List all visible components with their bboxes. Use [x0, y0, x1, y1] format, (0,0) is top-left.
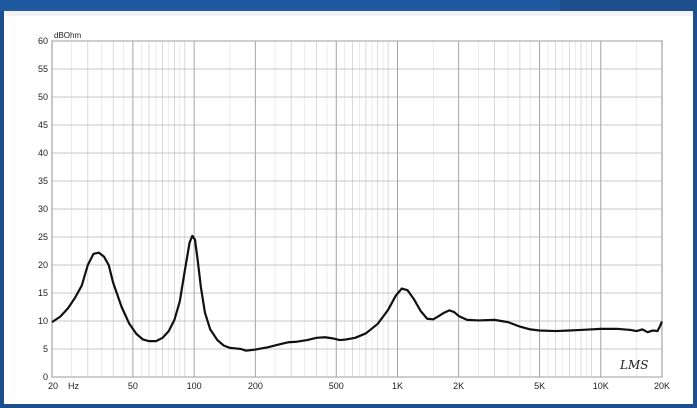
y-tick-label: 45: [38, 120, 48, 130]
x-tick-label: 100: [187, 381, 202, 391]
x-tick-label: 10K: [593, 381, 609, 391]
y-tick-label: 40: [38, 148, 48, 158]
grid-major: [52, 40, 662, 378]
title-bar: [0, 0, 697, 11]
x-tick-label: 1K: [392, 381, 403, 391]
y-tick-label: 55: [38, 64, 48, 74]
y-tick-label: 20: [38, 260, 48, 270]
x-tick-label: 50: [128, 381, 138, 391]
x-tick-label: 20: [48, 381, 58, 391]
y-tick-label: 50: [38, 92, 48, 102]
y-tick-label: 15: [38, 288, 48, 298]
x-tick-labels: 20 50 100 200 500 1K 2K 5K 10K 20K: [48, 381, 670, 391]
x-tick-label: 200: [248, 381, 263, 391]
x-tick-label: 2K: [453, 381, 464, 391]
lms-logo: LMS: [619, 358, 648, 372]
y-tick-label: 25: [38, 232, 48, 242]
title-bar-tab: [0, 0, 560, 11]
y-tick-label: 30: [38, 204, 48, 214]
x-tick-label: 20K: [654, 381, 670, 391]
x-tick-label: 500: [329, 381, 344, 391]
x-axis-unit: Hz: [68, 381, 79, 391]
impedance-curve: [51, 234, 664, 352]
y-tick-label: 60: [38, 36, 48, 46]
y-tick-labels: 0 5 10 15 20 25 30 35 40 45 50 55 60: [38, 36, 48, 382]
y-tick-label: 10: [38, 316, 48, 326]
y-axis-label: dBOhm: [54, 31, 81, 40]
top-strip: [4, 11, 693, 16]
y-tick-label: 0: [43, 372, 48, 382]
y-tick-label: 35: [38, 176, 48, 186]
x-tick-label: 5K: [534, 381, 545, 391]
y-tick-label: 5: [43, 344, 48, 354]
